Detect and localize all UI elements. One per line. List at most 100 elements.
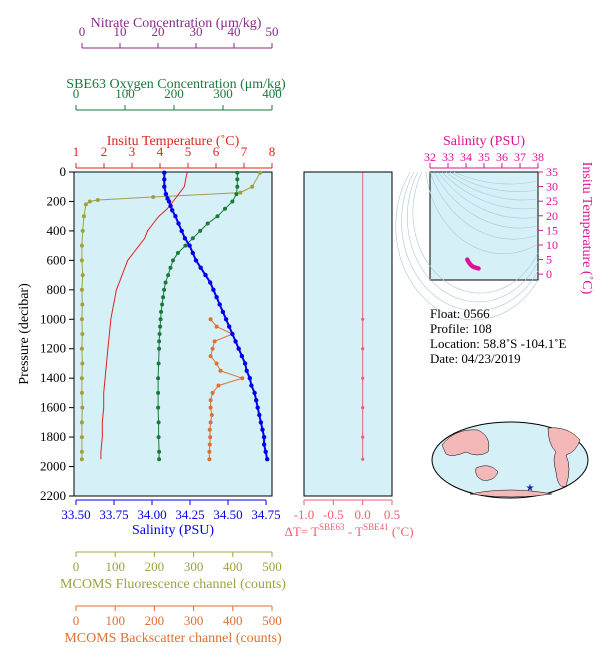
ts-salinity-tick-label: 36: [496, 150, 508, 164]
salinity-point: [179, 228, 184, 234]
salinity-point: [176, 221, 181, 226]
backscatter-point: [210, 346, 215, 351]
ts-density-contour: [395, 171, 539, 321]
fluorescence-point: [79, 287, 84, 292]
oxygen-tick-label: 0: [73, 86, 80, 101]
ts-point: [476, 266, 481, 271]
info-float: Float: 0566: [430, 306, 490, 321]
backscatter-point: [209, 413, 214, 417]
oxygen-point: [235, 170, 240, 175]
oxygen-point: [168, 265, 173, 270]
salinity-tick-label: 33.50: [61, 507, 90, 522]
pressure-tick-label: 1200: [40, 341, 66, 356]
oxygen-point: [157, 346, 162, 351]
salinity-point: [173, 214, 178, 219]
ts-salinity-axis: 32 33 34 35 36 37 38: [424, 150, 544, 169]
info-location: Location: 58.8˚S -104.1˚E: [430, 336, 567, 351]
salinity-point: [261, 434, 267, 440]
ts-salinity-tick-label: 37: [514, 150, 526, 164]
salinity-point: [233, 339, 238, 344]
delta-t-point: [361, 347, 365, 351]
ts-density-contour: [425, 171, 539, 254]
temperature-tick-label: 3: [129, 144, 136, 159]
ts-density-contour: [449, 171, 539, 192]
ts-temperature-tick-label: 35: [546, 165, 558, 179]
salinity-point: [227, 324, 232, 329]
ts-salinity-tick-label: 35: [478, 150, 490, 164]
oxygen-axis-title: SBE63 Oxygen Concentration (μm/kg): [66, 77, 286, 92]
oxygen-point: [156, 390, 161, 395]
salinity-point: [257, 412, 262, 418]
oxygen-point: [198, 228, 203, 233]
fluorescence-tick-label: 500: [262, 559, 282, 574]
oxygen-point: [156, 405, 161, 410]
ts-temperature-tick-label: 25: [546, 194, 558, 208]
pressure-tick-label: 600: [47, 252, 67, 267]
fluorescence-point: [79, 420, 84, 425]
backscatter-point: [208, 354, 213, 359]
info-profile: Profile: 108: [430, 321, 492, 336]
main-plot-traces: [79, 170, 270, 462]
delta-t-point: [361, 435, 365, 439]
backscatter-point: [208, 435, 213, 440]
temperature-tick-label: 8: [269, 144, 276, 159]
salinity-point: [170, 208, 175, 213]
backscatter-point: [207, 427, 212, 432]
nitrate-tick-label: 30: [190, 24, 203, 39]
salinity-tick-label: 34.50: [213, 507, 242, 522]
salinity-point: [249, 383, 254, 388]
salinity-point: [236, 346, 241, 351]
temperature-axis: 1 2 3 4 5 6 7 8: [73, 144, 276, 169]
oxygen-point: [156, 435, 161, 440]
nitrate-tick-label: 40: [228, 24, 241, 39]
nitrate-tick-label: 50: [266, 24, 279, 39]
backscatter-axis: 0 100 200 300 400 500: [73, 605, 282, 628]
ts-temperature-tick-label: 5: [546, 253, 552, 267]
backscatter-tick-label: 0: [73, 613, 80, 628]
temperature-tick-label: 6: [213, 144, 220, 159]
world-map: ★: [431, 421, 589, 499]
fluorescence-point: [79, 376, 84, 381]
salinity-point: [255, 405, 260, 410]
pressure-tick-label: 2000: [40, 459, 66, 474]
fluorescence-tick-label: 100: [105, 559, 125, 574]
fluorescence-point: [79, 346, 84, 351]
oxygen-axis: 0 100 200 300 400: [73, 86, 282, 111]
ts-density-contour: [453, 171, 539, 185]
salinity-point: [258, 420, 264, 425]
pressure-tick-label: 800: [47, 282, 67, 297]
oxygen-point: [156, 376, 161, 381]
backscatter-tick-label: 200: [145, 613, 165, 628]
temperature-axis-title: Insitu Temperature (˚C): [107, 134, 240, 149]
oxygen-point: [158, 317, 163, 322]
salinity-point: [244, 368, 249, 373]
delta-t-title-suffix: (˚C): [389, 524, 414, 539]
ts-temperature-tick-label: 10: [546, 238, 558, 252]
delta-t-tick-label: 0.0: [355, 507, 371, 522]
pressure-tick-label: 0: [60, 164, 67, 179]
salinity-point: [242, 361, 248, 366]
backscatter-axis-title: MCOMS Backscatter channel (counts): [64, 631, 282, 646]
salinity-point: [168, 203, 173, 209]
salinity-point: [261, 442, 267, 447]
delta-t-point: [361, 457, 365, 461]
oxygen-point: [235, 177, 240, 182]
fluorescence-tick-label: 300: [184, 559, 204, 574]
oxygen-point: [190, 236, 195, 241]
delta-t-title-mid: - T: [345, 524, 364, 539]
fluorescence-point: [83, 202, 88, 207]
fluorescence-point: [80, 228, 85, 233]
salinity-point: [230, 331, 235, 337]
oxygen-point: [166, 273, 171, 278]
oxygen-point: [234, 192, 239, 197]
salinity-point: [239, 353, 245, 359]
oxygen-tick-label: 100: [115, 86, 135, 101]
fluorescence-point: [79, 390, 84, 395]
backscatter-point: [208, 420, 213, 425]
delta-t-title-sup1: SBE63: [319, 522, 345, 532]
fluorescence-axis-title: MCOMS Fluorescence channel (counts): [60, 577, 286, 592]
oxygen-point: [171, 258, 175, 263]
delta-t-plot-area: [303, 171, 393, 497]
main-plot-area: [73, 171, 273, 497]
